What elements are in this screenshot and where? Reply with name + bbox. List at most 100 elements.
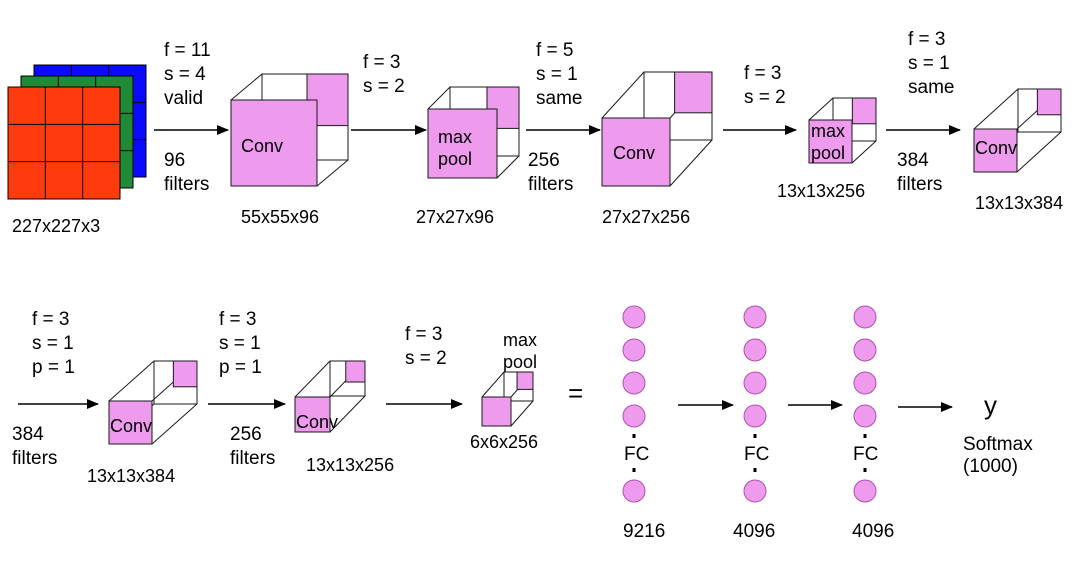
filter-count: 256	[230, 424, 262, 445]
neuron-node	[622, 479, 646, 503]
maxpool-label-line2: pool	[503, 352, 537, 372]
red-channel-grid	[7, 86, 121, 200]
param-s: s = 1	[908, 53, 950, 74]
cube-edge	[230, 73, 263, 101]
ellipsis-dot	[863, 434, 867, 438]
cube-front-face	[481, 396, 512, 427]
fc-size: 4096	[852, 521, 894, 542]
fc-size: 9216	[623, 521, 665, 542]
cube-edge	[510, 400, 534, 427]
ellipsis-dot	[632, 468, 636, 472]
neuron-node	[622, 338, 646, 362]
maxpool-volume	[481, 371, 534, 427]
conv-label: Conv	[241, 136, 283, 156]
cube-edge	[851, 140, 877, 164]
conv-volume	[230, 73, 349, 187]
conv-volume	[973, 88, 1062, 173]
maxpool-volume	[427, 86, 520, 179]
input-volume	[7, 64, 147, 200]
fc-label: FC	[853, 444, 878, 465]
ellipsis-dot	[632, 434, 636, 438]
param-f: f = 3	[219, 309, 257, 330]
ellipsis-dot	[863, 468, 867, 472]
fc-columns	[622, 305, 877, 503]
volume-dims: 13x13x256	[306, 455, 394, 475]
cube-edge	[294, 360, 331, 398]
cube-filter-slice	[345, 360, 366, 383]
cube-edge	[108, 360, 155, 402]
cube-filter-slice	[172, 360, 198, 388]
param-s: s = 1	[219, 333, 261, 354]
cube-edge	[601, 71, 645, 119]
output-name: Softmax	[963, 434, 1033, 455]
cube-edge	[1016, 131, 1062, 173]
filter-word: filters	[897, 174, 942, 195]
cube-edge	[316, 159, 349, 187]
param-f: f = 11	[164, 40, 211, 61]
filter-count: 256	[528, 150, 560, 171]
maxpool-label-line1: max	[438, 127, 472, 147]
input-dims: 227x227x3	[12, 216, 100, 236]
cube-filter-slice	[674, 71, 713, 114]
cube-edge	[427, 86, 451, 110]
param-f: f = 3	[32, 309, 70, 330]
param-padding: p = 1	[219, 357, 262, 378]
layer-params: f = 11 s = 4 valid	[164, 40, 211, 109]
volume-dims: 13x13x384	[975, 193, 1063, 213]
fc-size: 4096	[733, 521, 775, 542]
param-padding: same	[908, 77, 954, 98]
neuron-node	[853, 404, 877, 428]
neuron-node	[622, 404, 646, 428]
param-padding: same	[536, 88, 582, 109]
conv-volume	[601, 71, 713, 187]
cube-filter-slice	[851, 97, 877, 125]
cube-edge	[669, 139, 713, 187]
cube-front-face	[108, 400, 153, 445]
param-f: f = 3	[405, 324, 443, 345]
param-f: f = 3	[744, 63, 782, 84]
neuron-node	[743, 338, 767, 362]
neuron-node	[743, 305, 767, 329]
volume-dims: 6x6x256	[470, 432, 538, 452]
fc-label: FC	[744, 444, 769, 465]
neuron-node	[743, 371, 767, 395]
cube-front-face	[294, 396, 331, 433]
cube-edge	[496, 155, 520, 179]
cube-edge	[329, 395, 366, 433]
ellipsis-dot	[753, 468, 757, 472]
cube-edge	[481, 371, 505, 398]
param-padding: valid	[164, 88, 203, 109]
conv-volume	[294, 360, 366, 433]
cube-filter-slice	[516, 371, 534, 390]
volume-dims: 27x27x96	[416, 207, 494, 227]
maxpool-volume	[808, 97, 877, 164]
param-f: f = 3	[363, 52, 401, 73]
neuron-node	[853, 479, 877, 503]
neuron-node	[622, 305, 646, 329]
ellipsis-dot	[753, 434, 757, 438]
cube-edge	[973, 88, 1019, 130]
filter-word: filters	[230, 448, 275, 469]
filter-count: 384	[12, 424, 44, 445]
volume-dims: 27x27x256	[602, 207, 690, 227]
param-s: s = 2	[363, 76, 405, 97]
neuron-node	[853, 371, 877, 395]
filter-count: 384	[897, 150, 929, 171]
conv-label: Conv	[296, 412, 338, 432]
maxpool-label-line1: max	[503, 330, 537, 350]
equals-sign: =	[568, 378, 583, 408]
param-s: s = 2	[744, 87, 786, 108]
conv-label: Conv	[613, 143, 655, 163]
neuron-node	[853, 338, 877, 362]
neuron-node	[622, 371, 646, 395]
volume-dims: 13x13x256	[777, 181, 865, 201]
conv-label: Conv	[975, 138, 1017, 158]
neuron-node	[853, 305, 877, 329]
param-f: f = 3	[908, 29, 946, 50]
param-padding: p = 1	[32, 357, 75, 378]
cube-front-face	[973, 128, 1018, 173]
maxpool-label-line2: pool	[811, 143, 845, 163]
cube-edge	[808, 97, 834, 121]
volume-dims: 13x13x384	[87, 466, 175, 486]
filter-word: filters	[164, 174, 209, 195]
